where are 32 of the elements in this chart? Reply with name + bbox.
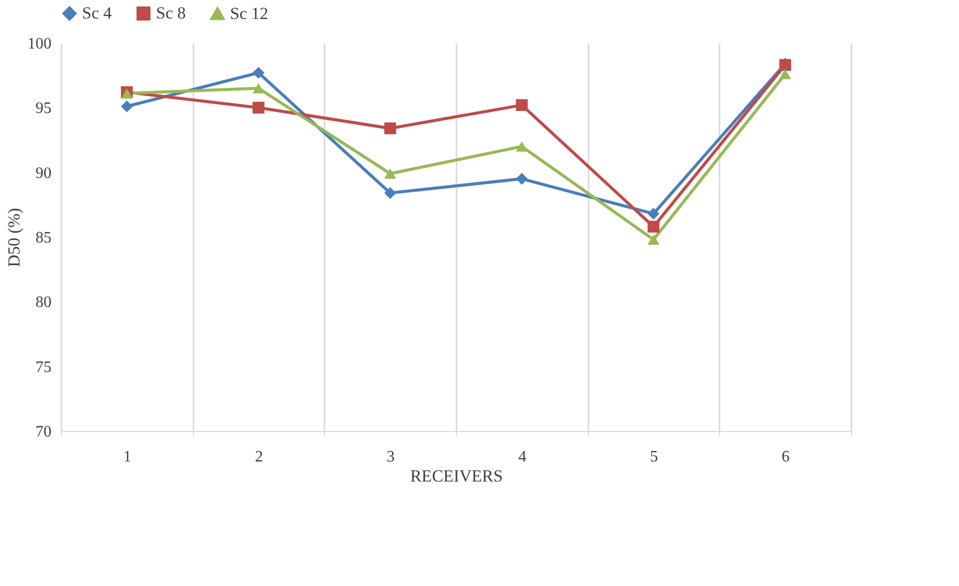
y-tick-label: 75 bbox=[36, 358, 52, 376]
legend-label: Sc 4 bbox=[82, 4, 112, 23]
x-tick-label: 2 bbox=[255, 448, 263, 466]
point bbox=[252, 83, 264, 94]
point bbox=[648, 208, 660, 220]
y-tick-label: 100 bbox=[28, 36, 52, 52]
y-tick-label: 95 bbox=[36, 100, 52, 118]
point bbox=[252, 102, 264, 114]
x-tick-label: 4 bbox=[518, 448, 526, 466]
point bbox=[516, 141, 528, 152]
y-tick-label: 70 bbox=[36, 424, 52, 440]
x-tick-label: 6 bbox=[782, 448, 790, 466]
y-tick-label: 85 bbox=[36, 230, 52, 246]
point bbox=[384, 187, 396, 199]
point bbox=[648, 220, 660, 233]
point bbox=[516, 99, 528, 111]
point bbox=[120, 100, 133, 112]
x-axis-title: RECEIVERS bbox=[410, 466, 503, 486]
point bbox=[516, 172, 528, 185]
y-tick-label: 80 bbox=[36, 294, 52, 312]
x-tick-label: 5 bbox=[650, 448, 658, 466]
legend-label: Sc 12 bbox=[230, 4, 268, 23]
point bbox=[648, 234, 660, 245]
point bbox=[384, 168, 396, 179]
point bbox=[384, 122, 396, 134]
point bbox=[779, 68, 792, 80]
y-tick-label: 90 bbox=[36, 164, 52, 182]
point bbox=[252, 66, 264, 79]
y-axis-title: D50 (%) bbox=[4, 208, 24, 268]
x-tick-label: 3 bbox=[386, 448, 395, 466]
x-tick-label: 1 bbox=[123, 448, 132, 466]
legend-label: Sc 8 bbox=[156, 4, 186, 23]
